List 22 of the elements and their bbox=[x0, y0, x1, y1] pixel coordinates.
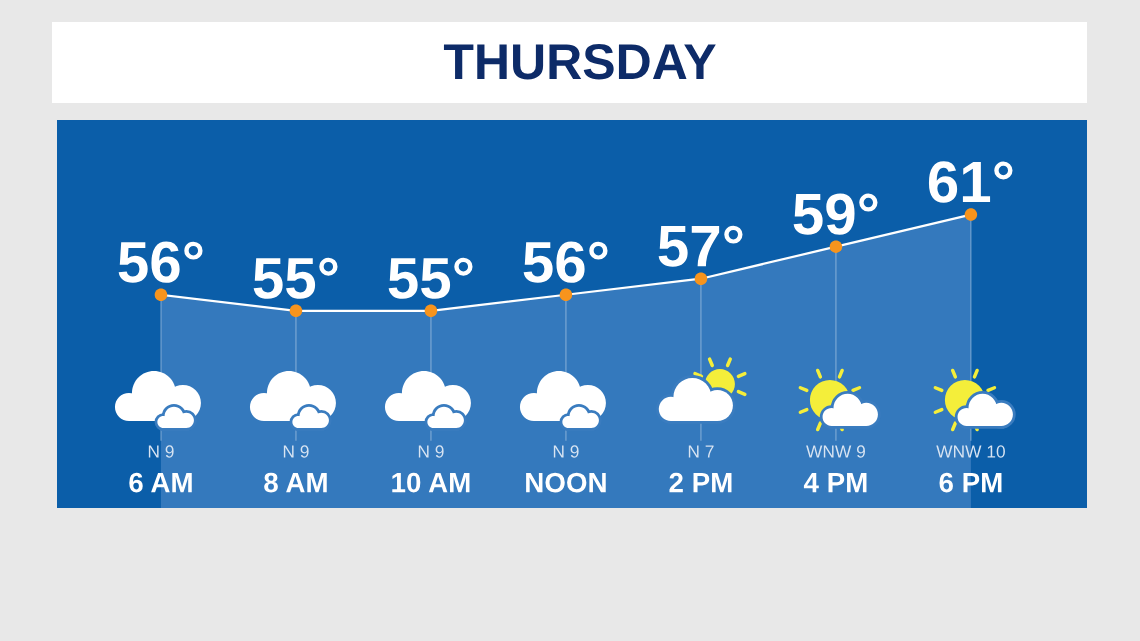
chart-title: THURSDAY bbox=[443, 44, 716, 80]
x-tick-label: NOON bbox=[526, 472, 606, 493]
data-label: 55° bbox=[388, 257, 473, 299]
data-label: 59° bbox=[793, 193, 878, 235]
data-label: 56° bbox=[523, 241, 608, 283]
x-tick-label: 4 PM bbox=[803, 473, 867, 493]
annotation: N 9 bbox=[148, 445, 174, 458]
annotation: N 7 bbox=[688, 445, 714, 458]
x-tick-label: 10 AM bbox=[392, 472, 470, 493]
x-tick-label: 6 AM bbox=[129, 472, 192, 493]
annotation: N 9 bbox=[553, 445, 579, 458]
annotation: WNW 9 bbox=[806, 445, 865, 458]
x-tick-label: 6 PM bbox=[939, 472, 1002, 493]
annotation: N 9 bbox=[283, 445, 309, 458]
x-tick-label: 2 PM bbox=[669, 472, 732, 493]
data-label: 56° bbox=[118, 241, 203, 283]
data-label: 61° bbox=[928, 161, 1013, 203]
x-tick-label: 8 AM bbox=[264, 472, 327, 493]
data-label: 55° bbox=[253, 257, 338, 299]
annotation: N 9 bbox=[418, 445, 444, 458]
annotation: WNW 10 bbox=[936, 445, 1005, 458]
data-label: 57° bbox=[658, 225, 743, 267]
